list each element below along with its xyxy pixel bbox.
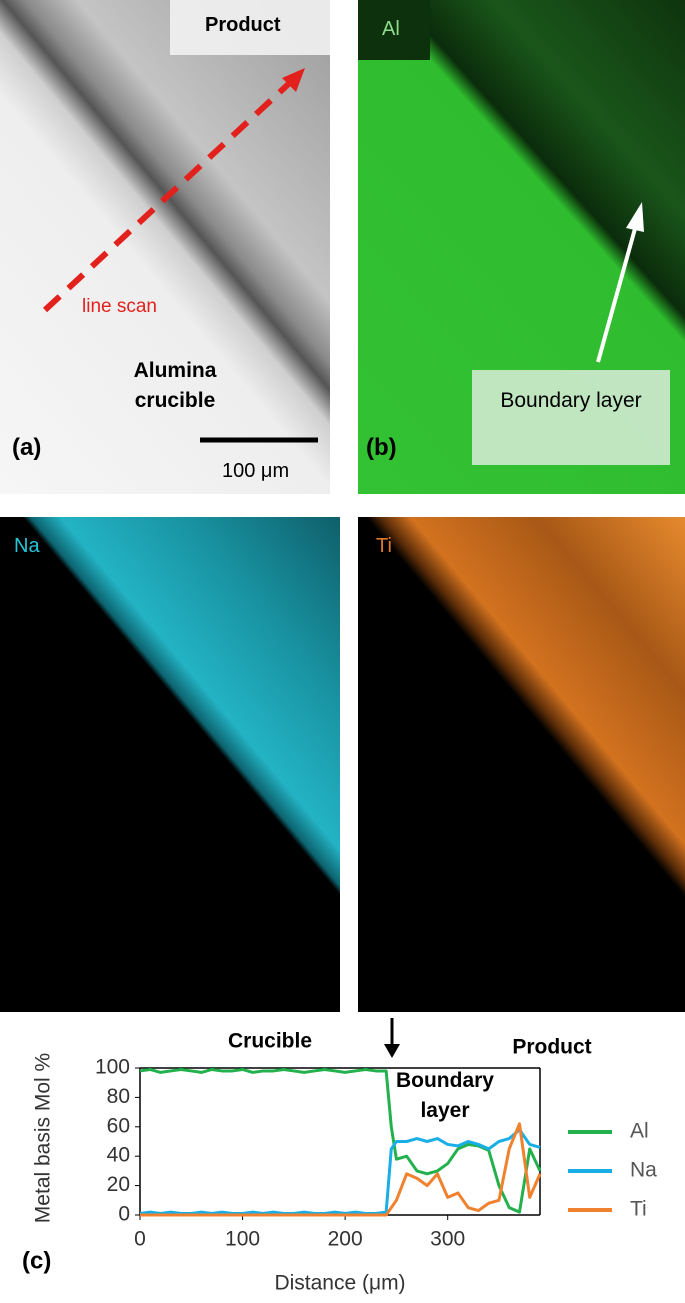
x-tick-label: 300	[430, 1228, 465, 1251]
overlay	[42, 0, 330, 443]
element-label: Al	[382, 18, 400, 40]
legend-label: Na	[630, 1159, 657, 1182]
x-axis-label: Distance (μm)	[274, 1272, 405, 1295]
label-box	[358, 0, 430, 60]
panel-label: (a)	[12, 434, 42, 461]
label: line scan	[82, 296, 157, 317]
label: Product	[205, 14, 281, 36]
scale-label: 100 μm	[222, 460, 290, 482]
panel-label: (c)	[22, 1247, 51, 1274]
y-tick-label: 40	[107, 1144, 130, 1167]
na-map: Na	[0, 517, 340, 1012]
panel-label: (b)	[366, 434, 397, 461]
x-tick-label: 200	[328, 1228, 363, 1251]
y-tick-label: 100	[95, 1056, 130, 1079]
annotation: Boundary layer	[395, 1069, 494, 1122]
annotation: Crucible	[228, 1030, 312, 1053]
legend-label: Al	[630, 1120, 649, 1143]
y-axis-label: Metal basis Mol %	[32, 1053, 55, 1223]
line-scan-arrow	[42, 75, 298, 313]
annotation: Product	[512, 1036, 591, 1059]
element-label: Na	[14, 535, 40, 557]
ti-map: Ti	[358, 517, 685, 1012]
series-line	[139, 1128, 541, 1216]
arrow-head	[626, 202, 644, 232]
y-tick-label: 20	[107, 1173, 130, 1196]
series-line	[140, 1122, 542, 1217]
label: Boundary layer	[500, 389, 642, 412]
label-box	[472, 370, 670, 465]
x-tick-label: 0	[134, 1228, 146, 1251]
y-tick-label: 80	[107, 1085, 130, 1108]
x-tick-label: 100	[225, 1228, 260, 1251]
element-label: Ti	[376, 535, 392, 557]
y-tick-label: 0	[118, 1203, 130, 1226]
legend-label: Ti	[630, 1198, 647, 1221]
y-tick-label: 60	[107, 1114, 130, 1137]
arrow-head	[384, 1044, 400, 1058]
sem-panel: Product line scan Alumina crucible (a) 1…	[0, 0, 330, 494]
series-line	[139, 1067, 542, 1214]
arrow-head	[282, 68, 305, 92]
overlay	[358, 0, 670, 465]
label: Alumina crucible	[133, 359, 217, 412]
boundary-arrow	[596, 224, 638, 363]
al-map: Al Boundary layer (b)	[358, 0, 685, 494]
label-box	[170, 0, 330, 55]
annotation-box: Boundary layer	[395, 1069, 494, 1122]
